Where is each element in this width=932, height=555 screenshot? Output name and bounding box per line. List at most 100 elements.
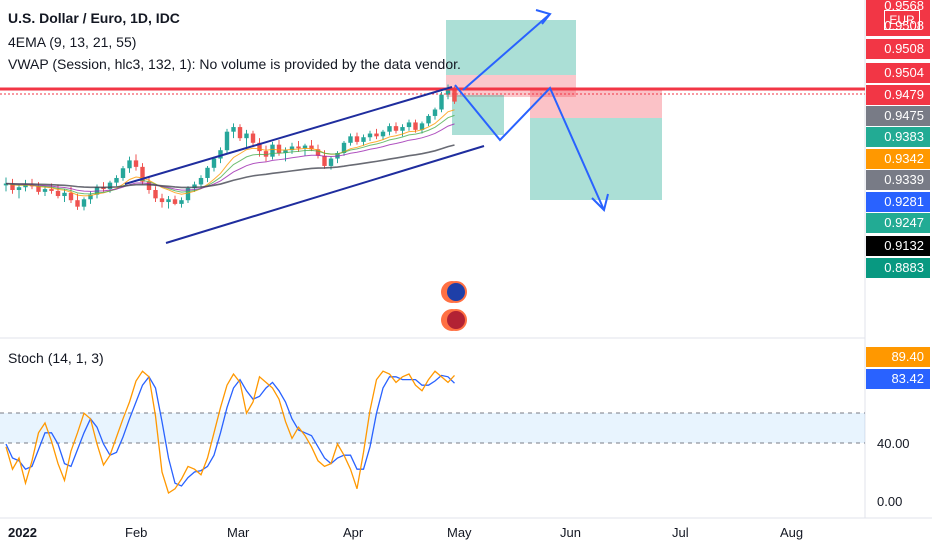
candle-body — [172, 199, 178, 204]
candle-body — [270, 144, 275, 157]
candle-body — [328, 158, 334, 166]
candle-body — [140, 166, 145, 182]
stoch-level-mid: 40.00 — [877, 436, 910, 451]
candle-body — [361, 137, 366, 142]
small-target-zone[interactable] — [452, 95, 504, 135]
candle-body — [419, 123, 425, 130]
projection-down-arrowhead — [591, 193, 609, 212]
stoch-band — [0, 413, 865, 443]
price-tag: 0.9281 — [866, 192, 930, 212]
candle-body — [49, 189, 54, 191]
candle-body — [354, 136, 360, 142]
candle-body — [3, 183, 9, 186]
long-stop-zone[interactable] — [446, 75, 576, 97]
price-tag: 0.9508 — [866, 39, 930, 59]
channel-lower-line[interactable] — [165, 145, 485, 244]
candle-body — [250, 133, 256, 143]
time-axis-label: Feb — [125, 525, 148, 540]
currency-label[interactable]: EUR — [884, 10, 920, 30]
candle-body — [55, 190, 61, 197]
stoch-level-low: 0.00 — [877, 494, 902, 509]
candle-body — [88, 194, 93, 200]
candle-body — [224, 131, 230, 151]
price-tag: 0.9342 — [866, 149, 930, 169]
stoch-d-tag: 83.42 — [866, 369, 930, 389]
candle-body — [68, 192, 74, 201]
ema-legend[interactable]: 4EMA (9, 13, 21, 55) — [8, 34, 137, 50]
candle-body — [179, 200, 184, 204]
candle-body — [244, 133, 249, 139]
stoch-legend[interactable]: Stoch (14, 1, 3) — [8, 350, 104, 366]
ema-55-line — [5, 144, 455, 189]
candle-body — [107, 182, 113, 190]
time-axis-label: May — [447, 525, 472, 540]
candle-body — [198, 177, 204, 185]
stoch-lines — [5, 370, 455, 495]
eu-flag-icon[interactable] — [445, 281, 467, 303]
candle-body — [127, 160, 132, 169]
candle-body — [257, 142, 262, 152]
projection-down-arrow[interactable] — [454, 84, 605, 211]
candle-body — [315, 149, 321, 156]
ema-9-line — [5, 109, 455, 197]
candle-body — [36, 186, 41, 192]
candle-body — [81, 199, 87, 207]
stoch-k-tag: 89.40 — [866, 347, 930, 367]
short-target-zone[interactable] — [530, 118, 662, 200]
candle-body — [289, 146, 295, 151]
candle-body — [166, 199, 171, 203]
candle-body — [452, 88, 457, 102]
candle-body — [445, 88, 451, 95]
time-axis-label: Aug — [780, 525, 804, 540]
candle-body — [380, 131, 386, 137]
candle-body — [205, 167, 210, 178]
candle-body — [439, 94, 444, 110]
channel-upper-line[interactable] — [124, 86, 453, 185]
price-tag: 0.9479 — [866, 85, 930, 105]
candle-body — [185, 188, 191, 201]
price-tag-top-a: 0.9568 — [866, 0, 930, 16]
candle-body — [75, 200, 80, 207]
vwap-legend[interactable]: VWAP (Session, hlc3, 132, 1): No volume … — [8, 56, 461, 72]
time-axis-label: Apr — [343, 525, 364, 540]
price-tag: 0.9475 — [866, 106, 930, 126]
candle-body — [159, 198, 165, 203]
candle-body — [426, 115, 431, 124]
projection-up-arrow[interactable] — [462, 13, 551, 91]
candle-body — [218, 150, 223, 159]
candle-body — [237, 127, 243, 139]
time-axis-label: Jun — [560, 525, 581, 540]
candle-body — [413, 122, 418, 130]
candle-body — [42, 189, 48, 192]
stoch-k-line — [5, 370, 455, 495]
candle-body — [374, 133, 379, 137]
candle-body — [23, 184, 28, 188]
candle-body — [231, 127, 236, 132]
time-axis-label: 2022 — [8, 525, 37, 540]
candle-body — [387, 126, 392, 132]
time-axis-label: Mar — [227, 525, 250, 540]
candle-body — [192, 184, 197, 189]
candle-body — [133, 160, 139, 167]
ema-lines — [5, 109, 455, 197]
candle-body — [341, 142, 347, 153]
candle-body — [348, 136, 353, 143]
candle-body — [309, 145, 314, 150]
stoch-d-line — [5, 374, 455, 487]
time-axis-label: Jul — [672, 525, 689, 540]
projection-up-arrowhead — [535, 9, 552, 25]
us-flag-icon[interactable] — [445, 309, 467, 331]
candle-body — [296, 146, 301, 149]
candle-body — [263, 151, 269, 157]
symbol-title[interactable]: U.S. Dollar / Euro, 1D, IDC — [8, 10, 180, 26]
price-tag: 0.8883 — [866, 258, 930, 278]
candle-body — [283, 150, 288, 153]
candle-body — [10, 183, 15, 191]
candle-body — [276, 144, 282, 153]
ema-13-line — [5, 114, 455, 195]
candle-body — [367, 133, 373, 138]
price-tag: 0.9247 — [866, 213, 930, 233]
ema-21-line — [5, 123, 455, 192]
